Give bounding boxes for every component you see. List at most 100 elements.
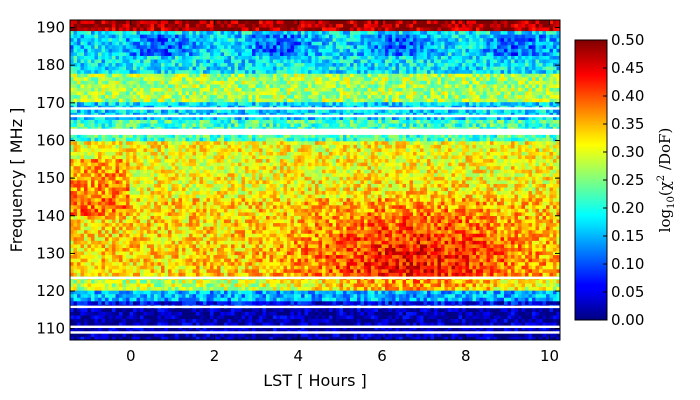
heatmap-cell bbox=[493, 233, 498, 238]
heatmap-cell bbox=[280, 215, 284, 220]
heatmap-cell bbox=[196, 297, 200, 302]
heatmap-cell bbox=[210, 297, 214, 302]
heatmap-cell bbox=[133, 258, 137, 263]
heatmap-cell bbox=[252, 293, 256, 298]
heatmap-cell bbox=[381, 336, 386, 340]
heatmap-cell bbox=[87, 290, 92, 295]
heatmap-cell bbox=[206, 315, 211, 320]
heatmap-cell bbox=[367, 336, 372, 340]
heatmap-cell bbox=[217, 286, 221, 291]
heatmap-cell bbox=[171, 222, 176, 227]
heatmap-cell bbox=[423, 332, 428, 337]
heatmap-cell bbox=[98, 240, 102, 245]
heatmap-cell bbox=[427, 236, 431, 241]
heatmap-cell bbox=[297, 290, 302, 295]
heatmap-cell bbox=[532, 265, 536, 270]
heatmap-cell bbox=[189, 236, 193, 241]
heatmap-cell bbox=[360, 236, 365, 241]
heatmap-cell bbox=[549, 251, 554, 256]
heatmap-cell bbox=[318, 272, 323, 277]
heatmap-cell bbox=[273, 254, 277, 259]
heatmap-cell bbox=[353, 297, 358, 302]
heatmap-cell bbox=[73, 222, 78, 227]
heatmap-cell bbox=[164, 286, 169, 291]
heatmap-cell bbox=[518, 318, 522, 323]
heatmap-cell bbox=[115, 247, 120, 252]
heatmap-cell bbox=[157, 265, 162, 270]
heatmap-cell bbox=[224, 268, 228, 273]
heatmap-cell bbox=[346, 336, 351, 340]
heatmap-cell bbox=[266, 311, 270, 316]
heatmap-cell bbox=[70, 293, 74, 298]
heatmap-cell bbox=[136, 336, 141, 340]
heatmap-cell bbox=[150, 258, 155, 263]
heatmap-cell bbox=[325, 240, 330, 245]
heatmap-cell bbox=[434, 322, 438, 327]
heatmap-cell bbox=[304, 229, 309, 234]
heatmap-cell bbox=[371, 258, 375, 263]
heatmap-cell bbox=[367, 300, 372, 305]
heatmap-cell bbox=[315, 279, 319, 284]
heatmap-cell bbox=[465, 311, 470, 316]
heatmap-cell bbox=[192, 212, 197, 216]
heatmap-cell bbox=[115, 219, 120, 224]
heatmap-cell bbox=[199, 300, 204, 305]
heatmap-cell bbox=[105, 240, 109, 245]
heatmap-cell bbox=[154, 247, 158, 252]
heatmap-cell bbox=[255, 297, 260, 302]
heatmap-cell bbox=[210, 240, 214, 245]
heatmap-cell bbox=[315, 322, 319, 327]
heatmap-cell bbox=[416, 308, 421, 312]
heatmap-cell bbox=[402, 261, 407, 266]
heatmap-cell bbox=[77, 236, 81, 241]
heatmap-cell bbox=[112, 279, 116, 284]
heatmap-cell bbox=[161, 283, 165, 288]
heatmap-cell bbox=[287, 293, 291, 298]
heatmap-cell bbox=[290, 233, 295, 238]
heatmap-cell bbox=[304, 212, 309, 216]
heatmap-cell bbox=[423, 222, 428, 227]
heatmap-cell bbox=[490, 258, 494, 263]
heatmap-cell bbox=[542, 240, 547, 245]
heatmap-cell bbox=[521, 258, 526, 263]
heatmap-cell bbox=[434, 236, 438, 241]
heatmap-cell bbox=[98, 265, 102, 270]
heatmap-cell bbox=[514, 332, 519, 337]
heatmap-cell bbox=[182, 240, 186, 245]
heatmap-cell bbox=[549, 332, 554, 337]
heatmap-cell bbox=[199, 322, 204, 327]
heatmap-cell bbox=[493, 226, 498, 231]
heatmap-cell bbox=[350, 286, 354, 291]
heatmap-cell bbox=[378, 272, 382, 277]
heatmap-cell bbox=[472, 283, 477, 288]
heatmap-cell bbox=[444, 229, 449, 234]
heatmap-cell bbox=[518, 290, 522, 295]
heatmap-cell bbox=[441, 226, 445, 231]
heatmap-cell bbox=[430, 311, 435, 316]
heatmap-cell bbox=[500, 247, 505, 252]
heatmap-cell bbox=[325, 290, 330, 295]
heatmap-cell bbox=[196, 300, 200, 305]
heatmap-cell bbox=[423, 311, 428, 316]
heatmap-cell bbox=[413, 336, 417, 340]
heatmap-cell bbox=[539, 215, 543, 220]
heatmap-cell bbox=[119, 318, 123, 323]
heatmap-cell bbox=[73, 290, 78, 295]
heatmap-cell bbox=[521, 318, 526, 323]
heatmap-cell bbox=[248, 308, 253, 312]
heatmap-cell bbox=[556, 286, 560, 291]
heatmap-cell bbox=[427, 272, 431, 277]
heatmap-cell bbox=[189, 290, 193, 295]
heatmap-cell bbox=[437, 226, 442, 231]
heatmap-cell bbox=[409, 279, 414, 284]
heatmap-cell bbox=[427, 290, 431, 295]
heatmap-cell bbox=[304, 300, 309, 305]
heatmap-cell bbox=[210, 229, 214, 234]
heatmap-cell bbox=[297, 247, 302, 252]
heatmap-cell bbox=[154, 229, 158, 234]
heatmap-cell bbox=[147, 226, 151, 231]
heatmap-cell bbox=[497, 336, 501, 340]
heatmap-cell bbox=[444, 318, 449, 323]
heatmap-cell bbox=[367, 212, 372, 216]
heatmap-cell bbox=[150, 308, 155, 312]
